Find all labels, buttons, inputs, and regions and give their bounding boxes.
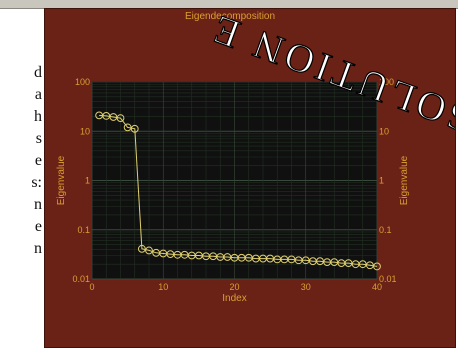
background-document-text: d a h s e s: n e n (0, 62, 44, 260)
doc-text-line: a (34, 86, 42, 103)
doc-text-line: n (34, 196, 42, 213)
data-point (123, 123, 132, 132)
y2-tick-label: 0.01 (379, 274, 397, 284)
x-tick-label: 0 (89, 282, 94, 292)
doc-text-line: s (35, 130, 42, 147)
chart-window: Eigendecomposition 0 10 20 30 40 100 10 1 0.1 0.0… (44, 8, 456, 348)
window-title: Eigendecomposition (185, 11, 276, 22)
y-tick-label: 0.1 (77, 225, 90, 235)
doc-text-line: e (34, 218, 42, 235)
data-point (365, 261, 374, 270)
data-point (137, 244, 146, 253)
data-points (95, 111, 381, 271)
y2-axis-title: Eigenvalue (399, 155, 410, 205)
x-tick-label: 30 (301, 282, 311, 292)
y2-tick-label: 0.1 (379, 225, 392, 235)
y2-tick-label: 100 (379, 77, 394, 87)
doc-text-line: s: (31, 174, 42, 191)
y2-tick-label: 10 (379, 126, 389, 136)
x-tick-label: 20 (229, 282, 239, 292)
y-axis-title: Eigenvalue (56, 155, 67, 205)
doc-text-line: e (34, 152, 42, 169)
doc-text-line: n (34, 240, 42, 257)
data-point (116, 114, 125, 122)
x-axis-title: Index (222, 293, 246, 304)
data-point (373, 262, 381, 271)
y-tick-label: 0.01 (72, 274, 90, 284)
y-tick-label: 100 (75, 77, 90, 87)
x-tick-label: 10 (158, 282, 168, 292)
doc-text-line: h (34, 108, 42, 125)
eigenvalue-chart: 0 10 20 30 40 100 10 1 0.1 0.01 100 10 1 0.1 0.01 Inde… (56, 9, 455, 304)
data-point (130, 124, 139, 133)
x-tick-label: 40 (372, 282, 382, 292)
data-point (145, 246, 153, 255)
y2-tick-label: 1 (379, 176, 384, 186)
y-tick-label: 1 (85, 176, 90, 186)
grid-lines (91, 82, 378, 280)
y-tick-label: 10 (80, 126, 90, 136)
tick-labels: 0 10 20 30 40 100 10 1 0.1 0.01 100 10 1 0.1 0.01 (72, 77, 396, 292)
doc-text-line: d (34, 64, 42, 81)
